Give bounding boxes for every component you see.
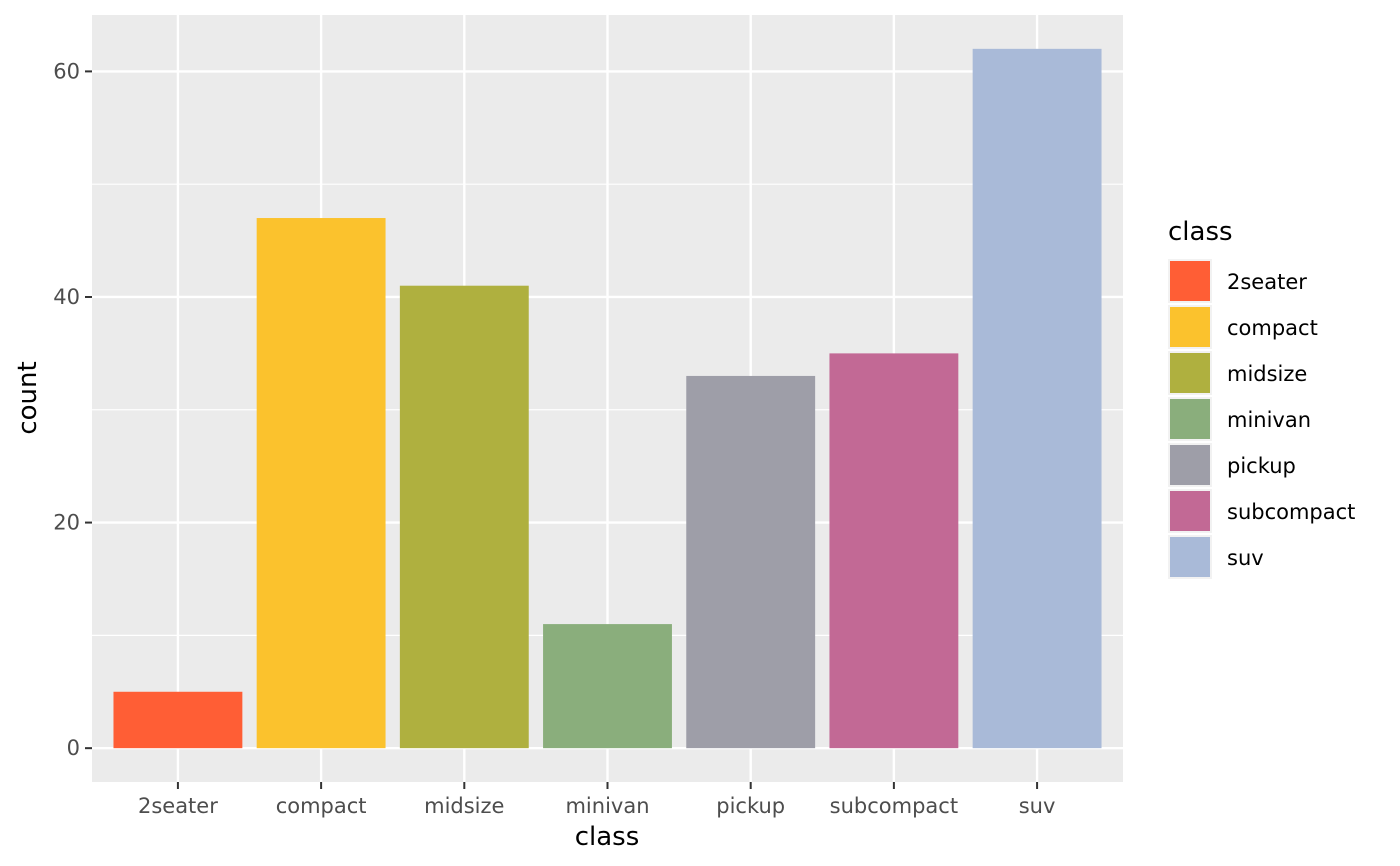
x-tick-label: suv [1019,794,1056,818]
bar-compact [256,218,386,749]
legend-label: midsize [1227,362,1307,386]
legend-title: class [1168,217,1233,247]
legend-label: compact [1227,316,1318,340]
bar-2seater [113,691,243,749]
legend-swatch-minivan [1170,399,1210,439]
bar-subcompact [829,353,959,749]
legend-label: subcompact [1227,500,1355,524]
x-axis-title: class [575,822,640,852]
y-tick-label: 0 [67,736,80,760]
legend-label: pickup [1227,454,1296,478]
x-tick-label: compact [276,794,367,818]
y-axis-title: count [13,361,43,434]
bar-minivan [543,624,672,749]
y-axis-ticks: 0 20 40 60 [53,59,92,760]
x-tick-label: subcompact [830,794,958,818]
x-tick-label: minivan [565,794,649,818]
bars [113,48,1102,749]
x-tick-label: 2seater [138,794,218,818]
bar-suv [972,48,1102,749]
legend-swatch-pickup [1170,445,1210,485]
y-tick-label: 40 [53,285,80,309]
x-tick-label: pickup [716,794,785,818]
legend-swatch-subcompact [1170,491,1210,531]
legend-swatch-compact [1170,307,1210,347]
legend-swatch-midsize [1170,353,1210,393]
legend-label: suv [1227,546,1264,570]
legend-label: minivan [1227,408,1311,432]
bar-midsize [399,285,529,749]
legend-label: 2seater [1227,270,1307,294]
x-tick-label: midsize [424,794,504,818]
bar-pickup [686,375,816,749]
y-tick-label: 60 [53,59,80,83]
legend-swatch-suv [1170,537,1210,577]
legend-swatch-2seater [1170,261,1210,301]
y-tick-label: 20 [53,511,80,535]
x-axis-ticks: 2seater compact midsize minivan pickup subcom… [138,782,1055,818]
legend: class 2seater compact midsize minivan pickup… [1168,217,1355,579]
